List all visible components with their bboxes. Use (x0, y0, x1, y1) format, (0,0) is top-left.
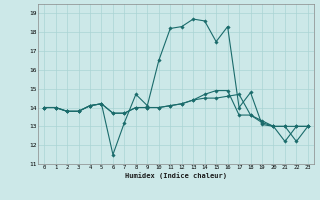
X-axis label: Humidex (Indice chaleur): Humidex (Indice chaleur) (125, 172, 227, 179)
